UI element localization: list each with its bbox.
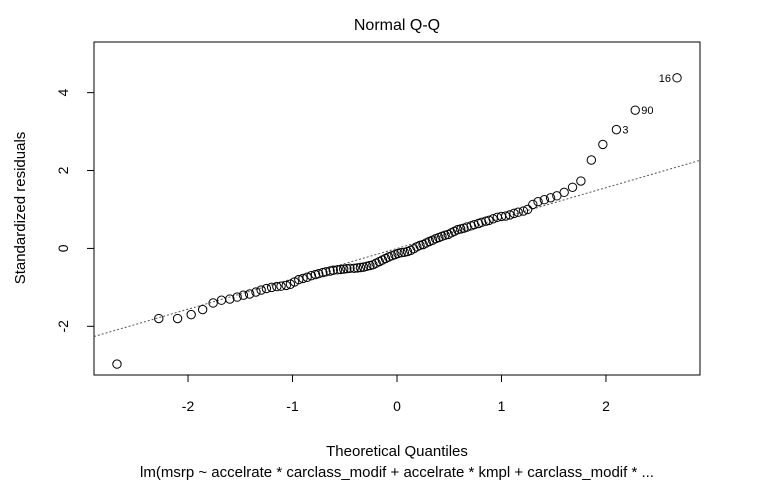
data-point	[462, 222, 472, 232]
data-point	[488, 214, 498, 224]
x-tick-label: 0	[393, 398, 401, 414]
data-point	[266, 282, 277, 293]
data-point	[208, 298, 218, 308]
data-point	[186, 309, 196, 320]
data-point	[276, 281, 286, 291]
data-point	[298, 273, 308, 284]
x-tick-label: -2	[182, 398, 195, 414]
data-point	[232, 292, 242, 302]
x-tick-label: 2	[602, 398, 610, 414]
x-tick-label: -1	[286, 398, 299, 414]
data-point	[533, 196, 543, 207]
point-labels-layer: 16 90 3	[622, 73, 671, 137]
model-formula-subtitle: lm(msrp ~ accelrate * carclass_modif + a…	[140, 464, 654, 481]
data-point	[328, 265, 338, 275]
data-point	[256, 285, 266, 295]
y-tick-label: 2	[55, 166, 71, 174]
data-point	[244, 289, 255, 299]
x-axis: -2 -1 0 1 2	[182, 374, 610, 414]
data-point	[281, 280, 291, 291]
data-point	[630, 105, 640, 115]
data-point	[339, 264, 349, 274]
data-point	[484, 215, 494, 226]
y-tick-label: -2	[55, 320, 71, 333]
data-point	[302, 272, 312, 282]
data-point	[349, 263, 359, 273]
data-point	[345, 263, 355, 273]
data-point	[586, 155, 597, 165]
y-axis-label: Standardized residuals	[12, 132, 29, 285]
data-point	[576, 176, 586, 186]
data-point	[294, 274, 304, 285]
data-point	[672, 73, 682, 83]
data-point	[509, 208, 519, 219]
data-point	[225, 294, 235, 304]
y-tick-label: 4	[55, 89, 71, 97]
y-axis: -2 0 2 4	[55, 89, 95, 333]
data-point	[332, 265, 343, 275]
data-point	[321, 267, 331, 277]
data-point	[567, 182, 578, 192]
data-point	[272, 281, 282, 292]
data-point	[306, 270, 317, 281]
outlier-label: 3	[622, 125, 628, 137]
data-point	[261, 283, 272, 294]
qq-reference-line	[93, 159, 701, 338]
data-point	[545, 193, 556, 203]
data-point	[611, 124, 622, 135]
y-tick-label: 0	[55, 244, 71, 252]
outlier-label: 90	[641, 105, 653, 117]
data-point	[539, 195, 550, 205]
data-point	[355, 262, 366, 273]
data-point	[598, 139, 608, 150]
data-point	[518, 206, 529, 216]
points-layer	[112, 73, 682, 369]
reference-line-layer	[93, 159, 701, 338]
data-point	[528, 199, 538, 210]
data-point	[154, 313, 164, 324]
data-point	[476, 217, 487, 228]
data-point	[251, 287, 261, 297]
data-point	[238, 290, 249, 300]
outlier-label: 16	[659, 73, 671, 85]
x-axis-label: Theoretical Quantiles	[326, 443, 468, 460]
data-point	[396, 248, 406, 258]
data-point	[313, 269, 324, 279]
data-point	[559, 187, 569, 198]
data-point	[500, 211, 511, 221]
data-point	[197, 304, 208, 315]
data-point	[469, 219, 480, 230]
data-point	[513, 207, 523, 217]
data-point	[505, 210, 515, 220]
chart-title: Normal Q-Q	[354, 17, 440, 34]
data-point	[522, 204, 533, 215]
x-tick-label: 1	[498, 398, 506, 414]
data-point	[172, 313, 183, 324]
plot-frame	[93, 41, 701, 376]
data-point	[112, 359, 122, 369]
data-point	[342, 263, 352, 274]
data-point	[335, 264, 346, 275]
data-point	[352, 263, 362, 273]
